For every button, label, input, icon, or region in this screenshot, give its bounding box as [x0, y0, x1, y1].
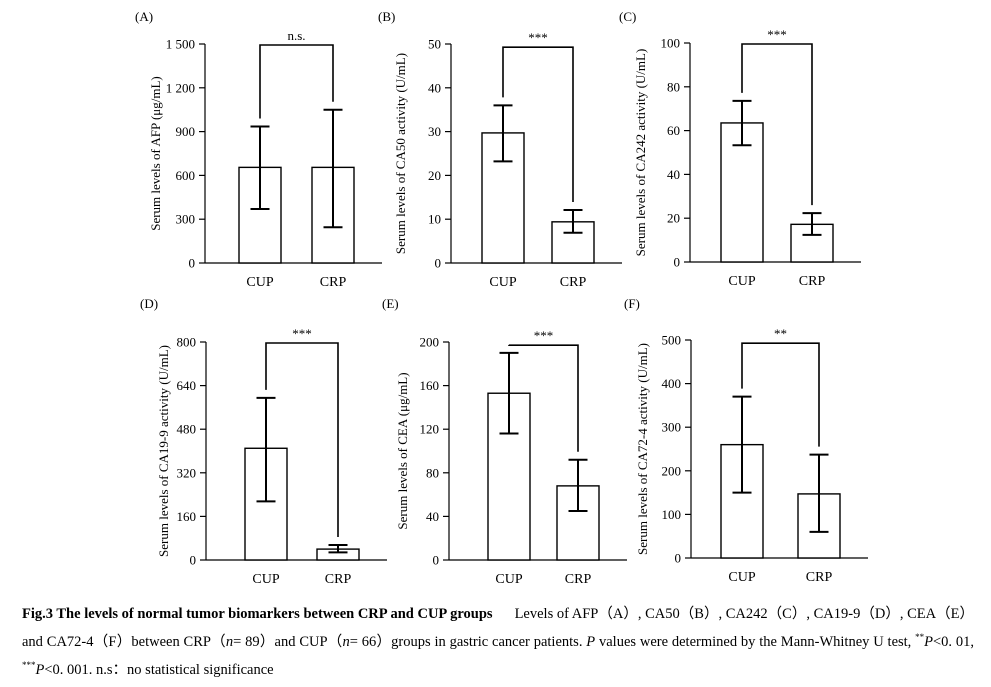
significance-bracket — [741, 342, 820, 447]
y-tick-label: 0 — [674, 255, 681, 270]
significance-bracket — [741, 43, 813, 206]
y-tick-label: 0 — [675, 551, 682, 566]
caption-star-3: *** — [22, 659, 36, 670]
caption-text-1: Levels of AFP（A）, CA50（B）, CA242（C）, CA1… — [22, 606, 974, 650]
significance-label: *** — [767, 27, 787, 42]
significance-label: n.s. — [287, 28, 305, 43]
caption-n-2: n — [342, 633, 350, 650]
y-axis-label: Serum levels of CA242 activity (U/mL) — [633, 49, 648, 257]
y-tick-label: 480 — [177, 422, 197, 437]
x-tick-label: CUP — [728, 274, 755, 289]
y-tick-label: 20 — [428, 168, 441, 183]
y-tick-label: 40 — [428, 80, 441, 95]
panel-label: (F) — [624, 296, 640, 311]
y-tick-label: 40 — [667, 167, 680, 182]
y-tick-label: 400 — [662, 376, 682, 391]
y-tick-label: 200 — [420, 335, 440, 350]
y-tick-label: 1 500 — [166, 37, 195, 52]
y-tick-label: 40 — [426, 509, 439, 524]
caption-p-1: P — [586, 633, 596, 650]
significance-bracket — [508, 344, 579, 452]
y-axis-label: Serum levels of CA50 activity (U/mL) — [393, 53, 408, 254]
x-tick-label: CRP — [799, 274, 826, 289]
chart-panel-1: (A) 0 300 600 900 1 200 1 500 Serum levels of A… — [135, 9, 382, 290]
x-tick-label: CRP — [806, 570, 833, 585]
chart-panel-6: (F) 0 100 200 300 400 500 Serum levels of CA72-… — [624, 296, 868, 585]
panel-label: (C) — [619, 9, 636, 24]
panel-label: (B) — [378, 9, 395, 24]
caption-text-6: <0. 001. n.s：no statistical significance — [44, 661, 274, 678]
panel-label: (E) — [382, 296, 399, 311]
x-tick-label: CUP — [246, 275, 273, 290]
caption-n-1: n — [225, 633, 234, 650]
x-tick-label: CRP — [320, 275, 347, 290]
y-tick-label: 80 — [667, 79, 680, 94]
y-tick-label: 800 — [177, 335, 197, 350]
chart-panel-5: (E) 0 40 80 120 160 200 Serum levels of CEA (μg… — [382, 296, 627, 587]
y-tick-label: 80 — [426, 465, 439, 480]
chart-panel-4: (D) 0 160 320 480 640 800 Serum levels of CA19-… — [140, 296, 387, 587]
y-tick-label: 20 — [667, 211, 680, 226]
y-tick-label: 300 — [176, 212, 196, 227]
y-tick-label: 640 — [177, 378, 197, 393]
significance-bracket — [265, 342, 339, 538]
y-tick-label: 600 — [176, 168, 196, 183]
y-tick-label: 0 — [189, 256, 196, 271]
y-tick-label: 160 — [177, 509, 197, 524]
significance-label: *** — [528, 30, 548, 45]
y-tick-label: 100 — [661, 36, 681, 51]
significance-bracket — [502, 46, 574, 203]
y-axis-label: Serum levels of AFP (μg/mL) — [148, 76, 163, 231]
y-tick-label: 60 — [667, 123, 680, 138]
x-tick-label: CUP — [252, 572, 279, 587]
y-tick-label: 30 — [428, 124, 441, 139]
chart-panel-3: (C) 0 20 40 60 80 100 Serum levels of CA242 act… — [619, 9, 861, 289]
y-tick-label: 120 — [420, 422, 440, 437]
y-tick-label: 0 — [190, 553, 197, 568]
y-tick-label: 160 — [420, 378, 440, 393]
y-axis-label: Serum levels of CA19-9 activity (U/mL) — [156, 345, 171, 557]
y-tick-label: 900 — [176, 124, 196, 139]
y-tick-label: 0 — [433, 553, 440, 568]
y-tick-label: 1 200 — [166, 80, 195, 95]
y-axis-label: Serum levels of CA72-4 activity (U/mL) — [635, 343, 650, 555]
significance-label: *** — [534, 328, 554, 343]
caption-text-2: = 89）and CUP（ — [233, 633, 343, 650]
caption-text-5: <0. 01, — [933, 633, 975, 650]
caption-star-2: ** — [915, 632, 925, 642]
caption-p-2: P — [924, 633, 933, 650]
panel-label: (A) — [135, 9, 153, 24]
x-tick-label: CRP — [325, 572, 352, 587]
y-tick-label: 100 — [662, 507, 682, 522]
y-tick-label: 320 — [177, 465, 197, 480]
caption-title: Fig.3 The levels of normal tumor biomark… — [22, 606, 493, 622]
y-tick-label: 10 — [428, 212, 441, 227]
caption-text-4: values were determined by the Mann-Whitn… — [598, 633, 916, 650]
x-tick-label: CRP — [560, 275, 587, 290]
significance-label: *** — [292, 326, 312, 341]
significance-label: ** — [774, 326, 787, 341]
y-axis-label: Serum levels of CEA (μg/mL) — [395, 372, 410, 529]
y-tick-label: 500 — [662, 333, 682, 348]
caption-text-3: = 66）groups in gastric cancer patients. — [349, 633, 587, 650]
y-tick-label: 200 — [662, 463, 682, 478]
x-tick-label: CUP — [495, 572, 522, 587]
y-tick-label: 0 — [435, 256, 442, 271]
caption-p-3: P — [35, 661, 45, 678]
figure-caption: Fig.3 The levels of normal tumor biomark… — [22, 603, 974, 682]
chart-panel-2: (B) 0 10 20 30 40 50 Serum levels of CA50 activ… — [378, 9, 622, 290]
y-tick-label: 300 — [662, 420, 682, 435]
panel-label: (D) — [140, 296, 158, 311]
x-tick-label: CUP — [489, 275, 516, 290]
y-tick-label: 50 — [428, 37, 441, 52]
x-tick-label: CRP — [565, 572, 592, 587]
significance-bracket — [259, 44, 334, 119]
x-tick-label: CUP — [728, 570, 755, 585]
